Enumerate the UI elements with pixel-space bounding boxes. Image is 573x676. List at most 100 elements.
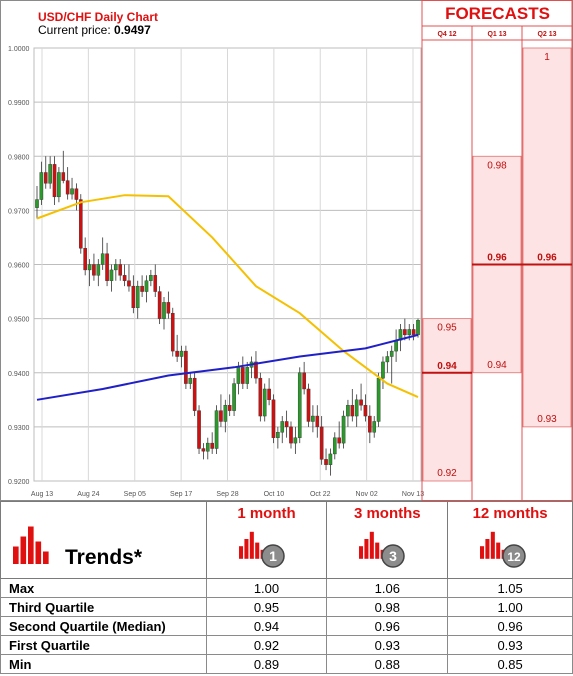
candle-body	[219, 410, 223, 422]
forecast-low-label: 0.94	[487, 360, 507, 371]
candle-body	[284, 421, 289, 428]
y-tick-label: 0.9600	[8, 263, 30, 270]
trend-bar	[359, 546, 364, 559]
candle-body	[315, 415, 320, 428]
candle-body	[385, 356, 390, 363]
candle-body	[188, 377, 193, 384]
candle-body	[214, 410, 219, 449]
col-label: 12 months	[472, 505, 548, 522]
row-label: Min	[0, 654, 207, 674]
moving-average-yellow	[36, 194, 419, 399]
row-label: Second Quartile (Median)	[0, 616, 207, 636]
candle-body	[354, 399, 359, 417]
cell-value: 1.00	[205, 578, 328, 598]
candle-body	[48, 164, 52, 184]
candle-body	[135, 285, 140, 308]
table-row: First Quartile 0.92 0.93 0.93	[0, 635, 573, 655]
x-tick-label: Nov 13	[402, 491, 424, 498]
candle-body	[403, 329, 407, 336]
candle-body	[341, 415, 346, 444]
candle-body	[350, 405, 355, 417]
current-price: Current price: 0.9497	[38, 23, 151, 37]
y-tick-label: 0.9700	[8, 208, 30, 215]
candle-body	[306, 388, 311, 422]
candle-body	[271, 399, 276, 438]
twelve-months-icon: 12	[480, 531, 526, 568]
candle-body	[78, 199, 83, 249]
trend-bar	[485, 539, 490, 559]
candle-body	[311, 415, 315, 422]
candle-body	[96, 264, 101, 276]
candle-body	[87, 264, 92, 271]
price-value: 0.9497	[114, 23, 151, 37]
one-month-icon: 1	[238, 531, 285, 568]
candle-body	[175, 350, 179, 357]
candle-body	[258, 377, 263, 417]
trends-bar-icon	[13, 526, 49, 564]
y-tick-label: 0.9200	[8, 479, 30, 486]
trend-bar	[35, 541, 42, 564]
table-row: Min 0.89 0.88 0.85	[0, 654, 573, 674]
candle-body	[328, 453, 333, 465]
x-tick-label: Aug 24	[77, 491, 99, 498]
candle-body	[381, 361, 385, 379]
badge-circle	[502, 544, 526, 568]
candle-body	[205, 442, 210, 452]
candle-body	[184, 350, 188, 384]
trends-header-cell: Trends*	[0, 501, 207, 579]
candle-body	[372, 421, 377, 433]
y-tick-label: 1.0000	[8, 46, 30, 53]
candle-body	[227, 405, 232, 411]
trends-table: Trends* 1 month 1 3 months 3 12 months 1…	[0, 501, 573, 674]
trends-label: Trends*	[65, 546, 143, 569]
price-label: Current price:	[38, 23, 111, 37]
candle-body	[337, 437, 341, 444]
candle-body	[376, 377, 381, 422]
candle-body	[324, 459, 328, 465]
x-tick-label: Oct 22	[310, 491, 331, 498]
x-tick-label: Aug 13	[31, 491, 53, 498]
candle-body	[153, 275, 158, 292]
candle-body	[293, 437, 298, 444]
table-row: Second Quartile (Median) 0.94 0.96 0.96	[0, 616, 573, 636]
trend-bar	[238, 546, 243, 559]
cell-value: 1.06	[326, 578, 449, 598]
candle-body	[170, 313, 175, 352]
badge-number: 12	[508, 550, 522, 564]
x-tick-label: Sep 28	[216, 491, 238, 498]
candle-body	[61, 172, 66, 181]
candle-body	[162, 302, 166, 319]
candle-body	[127, 280, 131, 287]
candle-body	[359, 399, 363, 406]
y-tick-label: 0.9400	[8, 371, 30, 378]
trend-bar	[13, 546, 19, 564]
candle-body	[241, 367, 245, 384]
y-tick-label: 0.9500	[8, 317, 30, 324]
forecast-column-label: Q4 12	[437, 31, 456, 38]
forecast-high-label: 1	[544, 52, 550, 63]
row-label: Max	[0, 578, 207, 598]
candle-body	[192, 377, 197, 411]
candle-body	[394, 340, 398, 352]
forecast-low-label: 0.93	[537, 414, 557, 425]
trend-bar	[254, 542, 259, 559]
candle-body	[109, 269, 114, 281]
trend-bar	[249, 531, 254, 559]
candle-body	[289, 426, 293, 444]
cell-value: 0.89	[205, 654, 328, 674]
x-tick-label: Oct 10	[264, 491, 285, 498]
col-1-month: 1 month 1	[205, 501, 328, 579]
candle-body	[363, 405, 368, 417]
candle-body	[280, 421, 285, 433]
y-tick-label: 0.9300	[8, 425, 30, 432]
trend-bar	[375, 542, 380, 559]
candle-body	[232, 383, 236, 411]
cell-value: 0.92	[205, 635, 328, 655]
chart-canvas: 1.0000 0.9900 0.9800 0.9700 0.9600 0.9500 0.94…	[0, 0, 573, 501]
cell-value: 0.96	[447, 616, 573, 636]
cell-value: 0.93	[447, 635, 573, 655]
candle-body	[70, 188, 74, 195]
cell-value: 0.94	[205, 616, 328, 636]
candle-body	[254, 361, 258, 379]
candle-body	[105, 253, 109, 281]
